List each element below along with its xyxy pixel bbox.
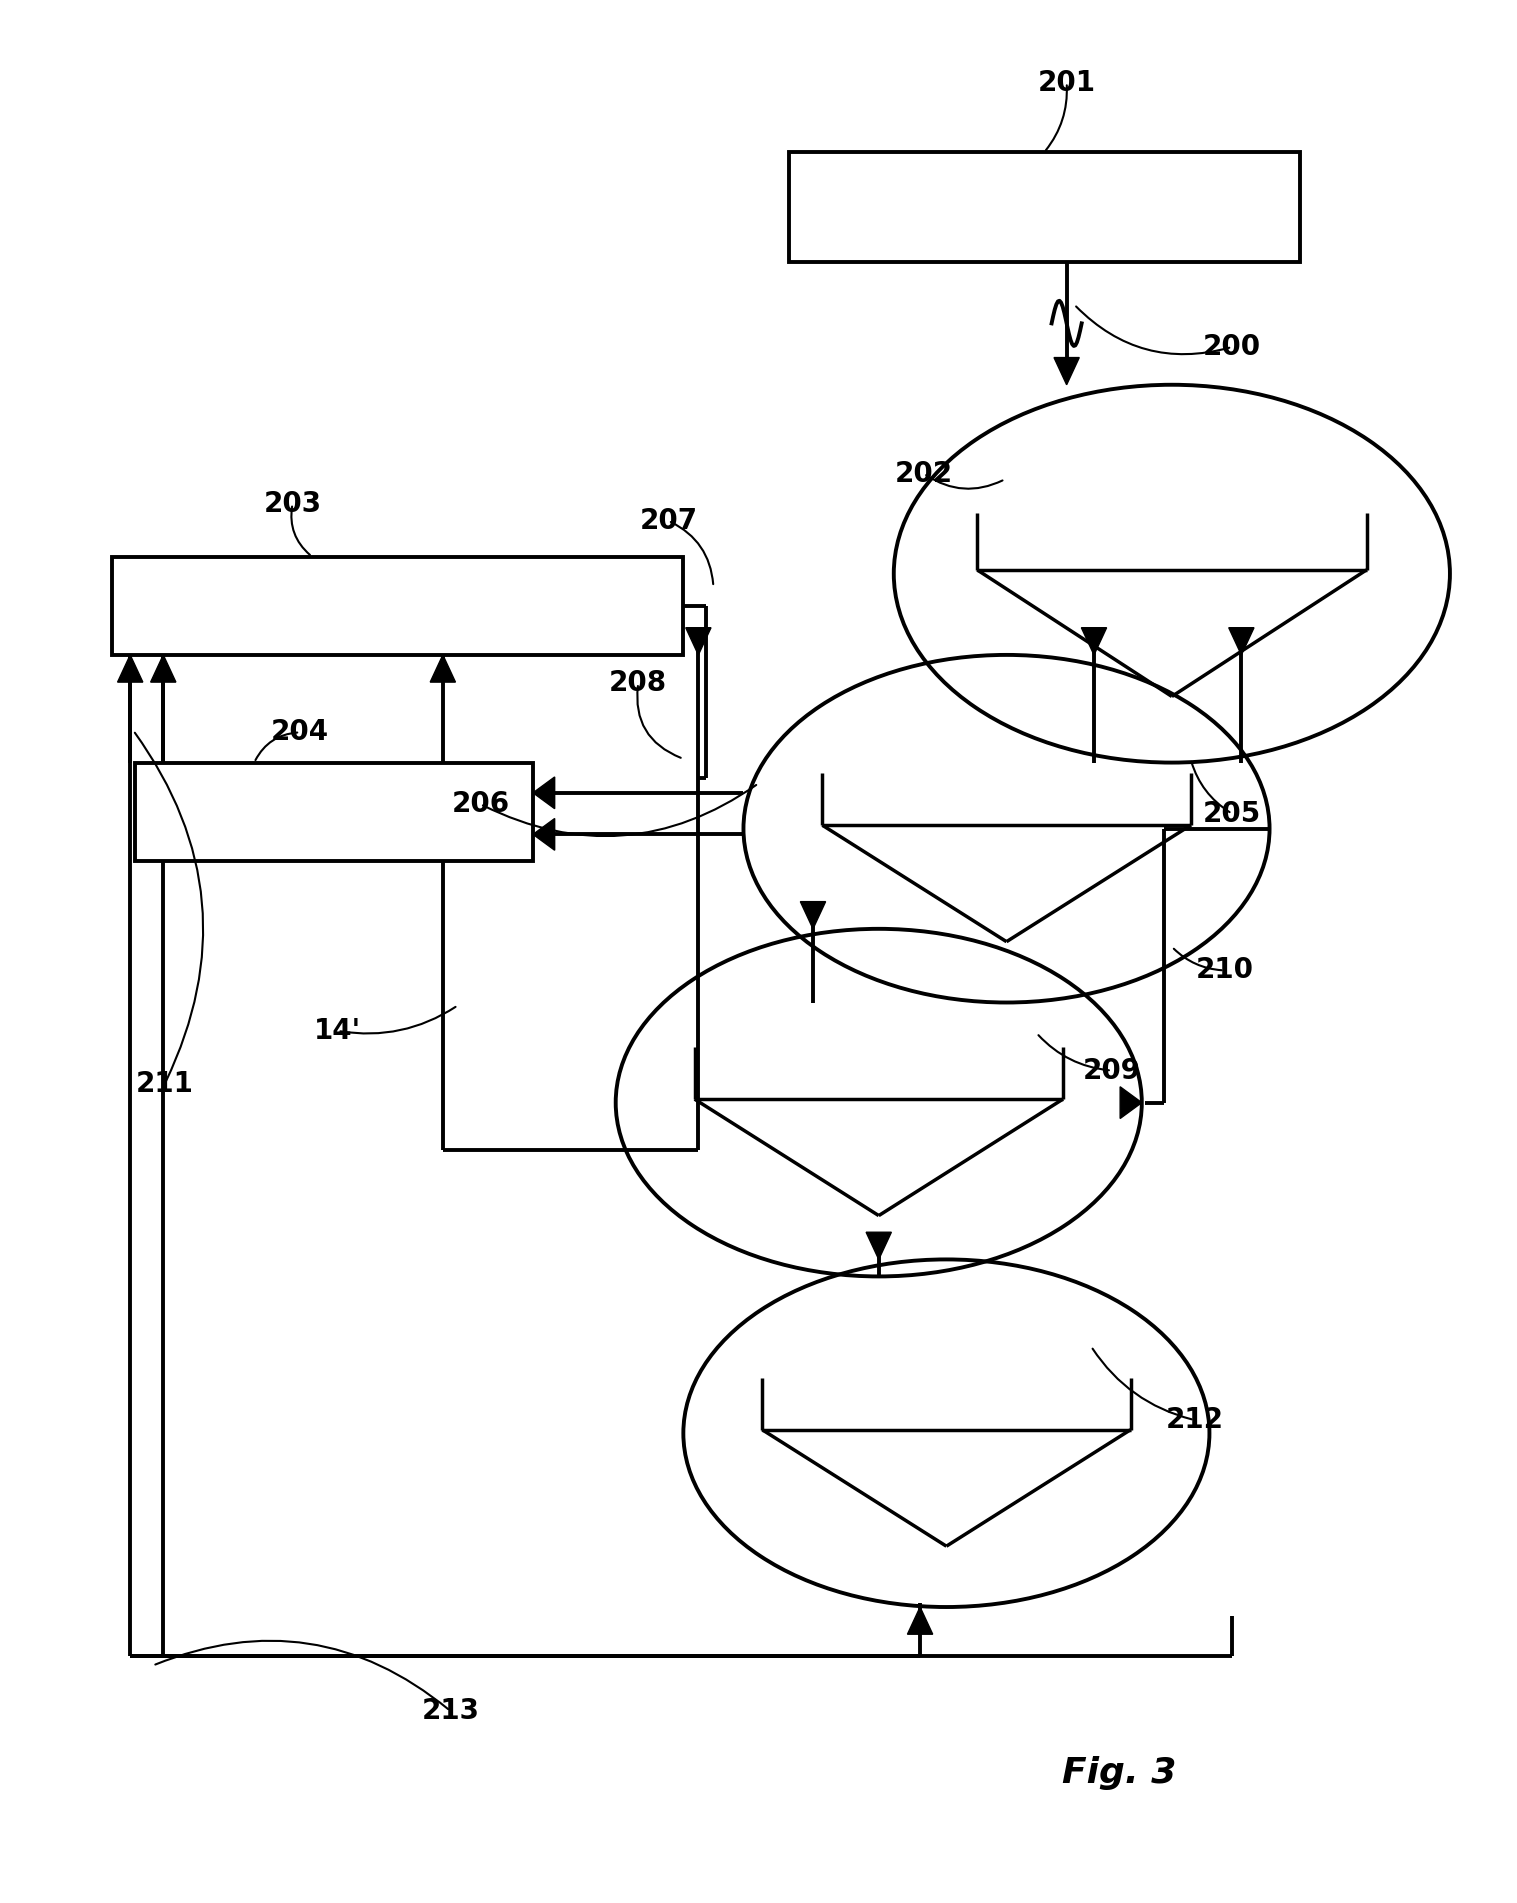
Text: 205: 205: [1203, 799, 1261, 828]
Bar: [112, 558, 683, 655]
Bar: [789, 152, 1300, 263]
Text: 14': 14': [314, 1016, 361, 1045]
Text: 211: 211: [137, 1069, 194, 1098]
Text: 212: 212: [1165, 1406, 1223, 1435]
Polygon shape: [150, 655, 176, 681]
Polygon shape: [1229, 628, 1255, 655]
Polygon shape: [801, 902, 825, 929]
Text: 203: 203: [264, 489, 322, 518]
Polygon shape: [532, 776, 555, 809]
Text: 207: 207: [639, 506, 698, 535]
Text: 202: 202: [895, 459, 953, 487]
Text: 200: 200: [1203, 333, 1261, 362]
Bar: [135, 763, 532, 860]
Text: 208: 208: [610, 670, 667, 696]
Text: Fig. 3: Fig. 3: [1062, 1756, 1177, 1791]
Polygon shape: [1120, 1087, 1142, 1119]
Text: 204: 204: [272, 717, 329, 746]
Text: 209: 209: [1083, 1056, 1141, 1085]
Polygon shape: [907, 1606, 933, 1635]
Polygon shape: [1082, 628, 1106, 655]
Polygon shape: [118, 655, 143, 681]
Polygon shape: [1054, 358, 1079, 384]
Polygon shape: [532, 818, 555, 851]
Polygon shape: [686, 628, 711, 655]
Text: 201: 201: [1038, 69, 1095, 97]
Text: 206: 206: [452, 790, 510, 818]
Text: 213: 213: [422, 1697, 479, 1724]
Text: 210: 210: [1195, 957, 1253, 984]
Polygon shape: [866, 1233, 892, 1260]
Polygon shape: [431, 655, 455, 681]
